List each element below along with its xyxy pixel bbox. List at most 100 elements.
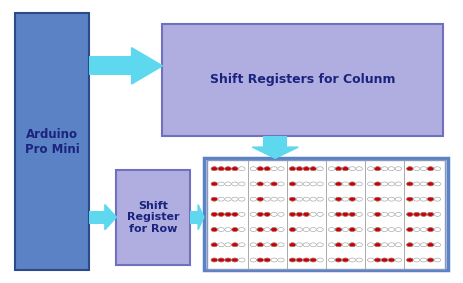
Circle shape (434, 182, 441, 186)
Circle shape (296, 182, 303, 186)
Circle shape (413, 228, 420, 231)
Circle shape (375, 197, 381, 201)
Circle shape (328, 167, 335, 171)
Circle shape (303, 182, 309, 186)
Circle shape (218, 167, 225, 171)
Circle shape (335, 213, 342, 216)
Circle shape (368, 213, 374, 216)
Circle shape (368, 243, 374, 247)
FancyBboxPatch shape (204, 158, 448, 270)
Circle shape (349, 197, 356, 201)
Circle shape (407, 182, 413, 186)
Circle shape (413, 167, 420, 171)
Circle shape (250, 167, 257, 171)
Circle shape (250, 182, 257, 186)
Polygon shape (198, 205, 204, 230)
FancyBboxPatch shape (206, 160, 445, 269)
Circle shape (395, 258, 401, 262)
Circle shape (388, 228, 394, 231)
Circle shape (218, 243, 225, 247)
Circle shape (420, 182, 427, 186)
Circle shape (289, 182, 296, 186)
Circle shape (257, 182, 263, 186)
Circle shape (342, 213, 349, 216)
Circle shape (407, 213, 413, 216)
Circle shape (382, 213, 388, 216)
Text: Shift
Register
for Row: Shift Register for Row (127, 201, 180, 234)
Circle shape (434, 243, 441, 247)
Circle shape (395, 213, 401, 216)
Circle shape (349, 213, 356, 216)
Circle shape (368, 197, 374, 201)
Circle shape (232, 228, 238, 231)
Circle shape (310, 258, 316, 262)
Circle shape (395, 167, 401, 171)
Circle shape (296, 228, 303, 231)
Circle shape (349, 258, 356, 262)
Circle shape (289, 258, 296, 262)
Circle shape (382, 182, 388, 186)
Circle shape (342, 243, 349, 247)
Circle shape (257, 197, 263, 201)
Circle shape (427, 197, 434, 201)
Circle shape (218, 197, 225, 201)
Circle shape (388, 182, 394, 186)
Circle shape (349, 243, 356, 247)
Circle shape (289, 213, 296, 216)
FancyBboxPatch shape (163, 24, 443, 136)
Circle shape (427, 243, 434, 247)
Circle shape (328, 258, 335, 262)
Circle shape (407, 197, 413, 201)
Circle shape (328, 228, 335, 231)
Circle shape (328, 213, 335, 216)
Circle shape (310, 182, 316, 186)
Circle shape (388, 258, 394, 262)
Circle shape (303, 243, 309, 247)
Circle shape (278, 182, 284, 186)
Circle shape (250, 243, 257, 247)
Circle shape (232, 182, 238, 186)
Circle shape (289, 167, 296, 171)
Circle shape (407, 258, 413, 262)
Circle shape (335, 182, 342, 186)
Circle shape (264, 197, 270, 201)
Circle shape (264, 258, 270, 262)
Circle shape (264, 182, 270, 186)
Polygon shape (252, 147, 298, 158)
Circle shape (388, 243, 394, 247)
Circle shape (238, 258, 245, 262)
Circle shape (317, 228, 323, 231)
Circle shape (382, 197, 388, 201)
Circle shape (257, 258, 263, 262)
Circle shape (335, 167, 342, 171)
Circle shape (375, 167, 381, 171)
Circle shape (382, 167, 388, 171)
Circle shape (211, 182, 218, 186)
Circle shape (218, 258, 225, 262)
Circle shape (317, 258, 323, 262)
Circle shape (211, 243, 218, 247)
Circle shape (407, 243, 413, 247)
Circle shape (434, 167, 441, 171)
Circle shape (335, 228, 342, 231)
Circle shape (413, 213, 420, 216)
Circle shape (211, 258, 218, 262)
Circle shape (211, 213, 218, 216)
Circle shape (211, 228, 218, 231)
Circle shape (427, 228, 434, 231)
Circle shape (264, 243, 270, 247)
Circle shape (356, 243, 363, 247)
Circle shape (225, 213, 232, 216)
Circle shape (278, 213, 284, 216)
Circle shape (257, 243, 263, 247)
Circle shape (420, 213, 427, 216)
Circle shape (356, 213, 363, 216)
Circle shape (317, 167, 323, 171)
Circle shape (303, 197, 309, 201)
Circle shape (407, 167, 413, 171)
Text: Arduino
Pro Mini: Arduino Pro Mini (25, 128, 79, 155)
Circle shape (368, 228, 374, 231)
Circle shape (218, 182, 225, 186)
Circle shape (407, 228, 413, 231)
Circle shape (356, 182, 363, 186)
